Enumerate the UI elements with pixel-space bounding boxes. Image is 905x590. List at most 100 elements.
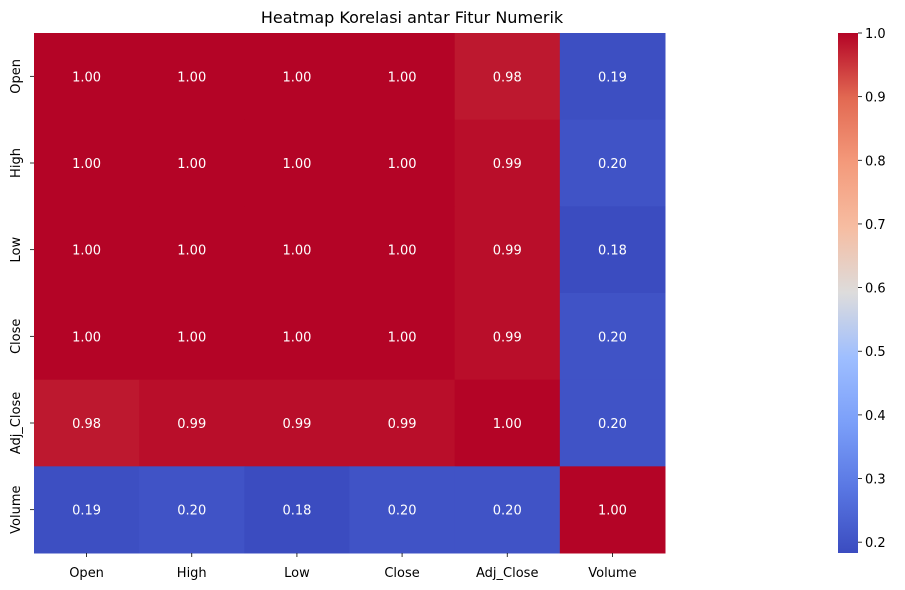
heatmap-cell bbox=[244, 33, 350, 121]
heatmap-cell bbox=[139, 33, 245, 121]
colorbar-tick-label: 1.0 bbox=[865, 27, 886, 42]
heatmap-cell bbox=[34, 379, 140, 467]
cell-value-label: 1.00 bbox=[388, 244, 417, 259]
cell-value-label: 1.00 bbox=[177, 330, 206, 345]
heatmap-cell bbox=[559, 379, 666, 467]
x-tick-label: High bbox=[177, 566, 207, 581]
heatmap-cell bbox=[559, 119, 666, 207]
heatmap-cell bbox=[454, 466, 561, 554]
cell-value-label: 0.98 bbox=[72, 417, 101, 432]
chart-title: Heatmap Korelasi antar Fitur Numerik bbox=[261, 8, 564, 27]
x-tick-label: Open bbox=[69, 566, 104, 581]
heatmap-cell bbox=[139, 293, 245, 381]
colorbar-tick-label: 0.9 bbox=[865, 91, 886, 106]
colorbar-tick-label: 0.3 bbox=[865, 473, 886, 488]
heatmap-cell bbox=[349, 33, 456, 121]
cell-value-label: 0.20 bbox=[493, 504, 522, 519]
cell-value-label: 1.00 bbox=[177, 70, 206, 85]
heatmap-cell bbox=[454, 379, 561, 467]
colorbar-tick-label: 0.2 bbox=[865, 536, 886, 551]
heatmap-cell bbox=[559, 33, 666, 121]
y-tick-label: High bbox=[9, 148, 24, 178]
cell-value-label: 1.00 bbox=[72, 244, 101, 259]
cell-value-label: 1.00 bbox=[598, 504, 627, 519]
heatmap-cell bbox=[34, 466, 140, 554]
heatmap-cell bbox=[139, 379, 245, 467]
heatmap-cell bbox=[244, 379, 350, 467]
cell-value-label: 0.20 bbox=[177, 504, 206, 519]
colorbar-ticks: 0.2 0.3 0.4 0.5 0.6 0.7 0.8 0.9 1.0 bbox=[858, 27, 886, 551]
x-tick-label: Adj_Close bbox=[476, 566, 538, 581]
cell-value-label: 1.00 bbox=[388, 70, 417, 85]
heatmap-cell bbox=[559, 466, 666, 554]
x-tick-label: Volume bbox=[588, 566, 636, 581]
heatmap-cell bbox=[34, 206, 140, 294]
heatmap-cell bbox=[454, 33, 561, 121]
colorbar-tick-label: 0.5 bbox=[865, 345, 886, 360]
cell-value-label: 1.00 bbox=[72, 330, 101, 345]
heatmap-cell bbox=[34, 33, 140, 121]
cell-value-label: 1.00 bbox=[282, 70, 311, 85]
y-tick-label: Volume bbox=[9, 485, 24, 533]
cell-value-label: 0.20 bbox=[598, 417, 627, 432]
heatmap-cells: 1.00 1.00 1.00 1.00 0.98 0.19 1.00 1.00 1.00 1.00… bbox=[34, 33, 666, 554]
cell-value-label: 0.98 bbox=[493, 70, 522, 85]
cell-value-label: 1.00 bbox=[72, 157, 101, 172]
heatmap-cell bbox=[139, 206, 245, 294]
cell-value-label: 1.00 bbox=[177, 157, 206, 172]
cell-value-label: 0.19 bbox=[72, 504, 101, 519]
cell-value-label: 1.00 bbox=[282, 330, 311, 345]
y-tick-label: Close bbox=[9, 319, 24, 354]
cell-value-label: 0.20 bbox=[598, 330, 627, 345]
cell-value-label: 0.20 bbox=[388, 504, 417, 519]
cell-value-label: 0.99 bbox=[282, 417, 311, 432]
colorbar-tick-label: 0.8 bbox=[865, 154, 886, 169]
cell-value-label: 1.00 bbox=[282, 244, 311, 259]
x-tick-label: Close bbox=[384, 566, 419, 581]
cell-value-label: 1.00 bbox=[282, 157, 311, 172]
heatmap-cell bbox=[244, 293, 350, 381]
y-tick-label: Adj_Close bbox=[9, 392, 24, 454]
heatmap-cell bbox=[34, 293, 140, 381]
cell-value-label: 0.99 bbox=[493, 330, 522, 345]
x-axis: Open High Low Close Adj_Close Volume bbox=[69, 553, 637, 581]
heatmap-cell bbox=[559, 206, 666, 294]
heatmap-cell bbox=[454, 119, 561, 207]
heatmap-cell bbox=[139, 119, 245, 207]
cell-value-label: 1.00 bbox=[388, 330, 417, 345]
cell-value-label: 0.99 bbox=[177, 417, 206, 432]
y-tick-label: Low bbox=[9, 237, 24, 263]
cell-value-label: 0.99 bbox=[493, 157, 522, 172]
cell-value-label: 1.00 bbox=[177, 244, 206, 259]
colorbar: 0.2 0.3 0.4 0.5 0.6 0.7 0.8 0.9 1.0 bbox=[838, 27, 886, 553]
y-tick-label: Open bbox=[9, 59, 24, 94]
heatmap-cell bbox=[349, 379, 456, 467]
heatmap-cell bbox=[244, 206, 350, 294]
heatmap-cell bbox=[349, 466, 456, 554]
cell-value-label: 1.00 bbox=[72, 70, 101, 85]
heatmap-cell bbox=[139, 466, 245, 554]
colorbar-tick-label: 0.6 bbox=[865, 282, 886, 297]
heatmap-cell bbox=[244, 119, 350, 207]
heatmap-cell bbox=[454, 206, 561, 294]
heatmap-cell bbox=[349, 119, 456, 207]
cell-value-label: 0.19 bbox=[598, 70, 627, 85]
cell-value-label: 0.99 bbox=[388, 417, 417, 432]
heatmap-cell bbox=[349, 293, 456, 381]
heatmap-cell bbox=[244, 466, 350, 554]
heatmap-cell bbox=[559, 293, 666, 381]
heatmap-cell bbox=[349, 206, 456, 294]
y-axis: Open High Low Close Adj_Close Volume bbox=[9, 59, 34, 534]
cell-value-label: 1.00 bbox=[493, 417, 522, 432]
heatmap-cell bbox=[454, 293, 561, 381]
heatmap-cell bbox=[34, 119, 140, 207]
colorbar-gradient bbox=[838, 33, 858, 553]
cell-value-label: 0.99 bbox=[493, 244, 522, 259]
cell-value-label: 0.20 bbox=[598, 157, 627, 172]
x-tick-label: Low bbox=[284, 566, 310, 581]
cell-value-label: 1.00 bbox=[388, 157, 417, 172]
cell-value-label: 0.18 bbox=[282, 504, 311, 519]
colorbar-tick-label: 0.4 bbox=[865, 409, 886, 424]
cell-value-label: 0.18 bbox=[598, 244, 627, 259]
